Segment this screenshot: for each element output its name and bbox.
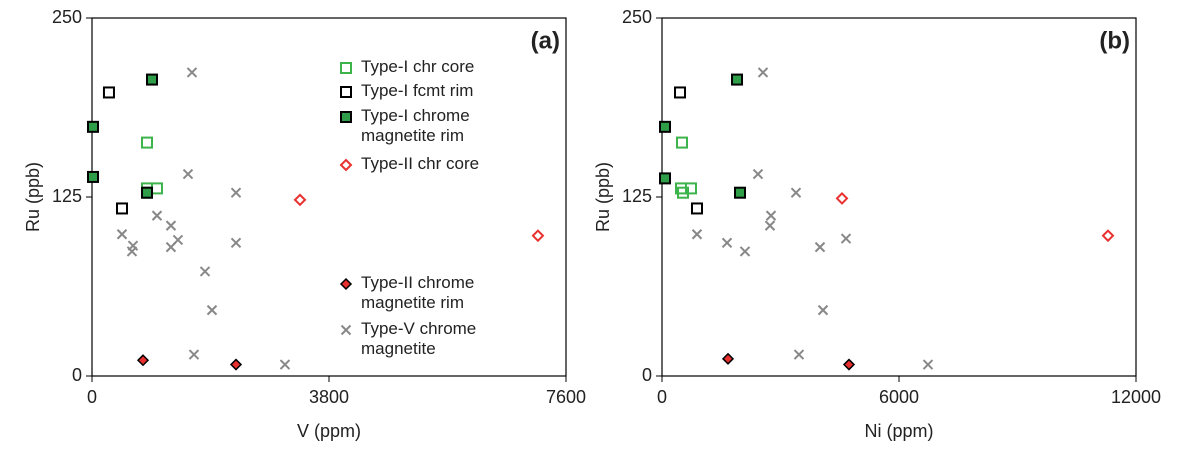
data-point: [757, 67, 769, 78]
data-point: [150, 182, 163, 195]
data-point: [115, 202, 128, 215]
data-point: [674, 86, 687, 99]
data-point: [739, 246, 751, 257]
data-point: [690, 202, 703, 215]
y-axis-title: Ru (ppb): [23, 162, 43, 232]
y-tick-label: 125: [52, 186, 82, 206]
data-point: [752, 168, 764, 180]
x-tick-label: 3800: [309, 387, 349, 407]
panel-label: (b): [1099, 27, 1130, 54]
legend-marker: [339, 158, 353, 172]
data-point: [1101, 229, 1115, 243]
x-tick-label: 0: [657, 387, 667, 407]
data-point: [230, 187, 242, 198]
data-point: [531, 229, 545, 243]
legend-marker: [340, 86, 352, 98]
data-point: [293, 193, 307, 207]
plot-frame: [661, 17, 1137, 377]
data-point: [206, 304, 218, 316]
y-tick-label: 250: [52, 7, 82, 27]
panel-label: (a): [531, 27, 560, 54]
data-point: [182, 168, 194, 180]
legend-marker: [340, 324, 352, 336]
data-point: [842, 358, 856, 371]
legend-label: Type-V chrome magnetite: [361, 319, 477, 358]
y-tick-label: 0: [642, 365, 652, 385]
data-point: [734, 186, 747, 199]
y-tick-label: 0: [72, 365, 82, 385]
data-point: [165, 241, 177, 253]
data-point: [136, 354, 150, 367]
legend-marker: [340, 111, 352, 123]
data-point: [165, 220, 177, 231]
data-point: [684, 182, 697, 195]
legend-marker: [340, 62, 352, 74]
data-point: [141, 136, 154, 149]
data-point: [814, 241, 826, 253]
data-point: [145, 73, 158, 86]
x-axis-title: Ni (ppm): [864, 421, 933, 441]
x-tick-label: 6000: [879, 387, 919, 407]
data-point: [691, 229, 703, 240]
data-point: [279, 359, 291, 370]
data-point: [817, 304, 829, 316]
data-point: [721, 352, 735, 365]
data-point: [102, 86, 115, 99]
data-point: [675, 136, 688, 149]
data-point: [86, 120, 99, 133]
data-point: [764, 220, 776, 231]
data-point: [229, 358, 243, 371]
x-tick-label: 7600: [546, 387, 586, 407]
data-point: [116, 229, 128, 240]
data-point: [659, 120, 672, 133]
data-point: [86, 170, 99, 183]
data-point: [230, 237, 242, 249]
data-point: [765, 210, 777, 221]
data-point: [141, 186, 154, 199]
data-point: [188, 349, 200, 360]
legend-label: Type-I fcmt rim: [361, 81, 474, 100]
data-point: [835, 192, 849, 205]
y-tick-label: 250: [622, 7, 652, 27]
data-point: [151, 210, 163, 221]
data-point: [199, 266, 211, 277]
data-point: [659, 172, 672, 185]
x-tick-label: 12000: [1111, 387, 1161, 407]
x-axis-title: V (ppm): [297, 421, 361, 441]
y-axis-title: Ru (ppb): [593, 162, 613, 232]
data-point: [793, 349, 805, 360]
data-point: [790, 187, 802, 198]
data-point: [186, 67, 198, 78]
data-point: [731, 73, 744, 86]
legend-label: Type-I chrome magnetite rim: [361, 106, 470, 145]
data-point: [721, 237, 733, 249]
legend-label: Type-II chrome magnetite rim: [361, 273, 475, 312]
data-point: [922, 359, 934, 370]
legend-label: Type-II chr core: [361, 154, 480, 173]
x-tick-label: 0: [87, 387, 97, 407]
y-tick-label: 125: [622, 186, 652, 206]
data-point: [840, 233, 852, 244]
legend-label: Type-I chr core: [361, 57, 475, 76]
data-point: [126, 246, 138, 257]
legend-marker: [339, 277, 353, 291]
